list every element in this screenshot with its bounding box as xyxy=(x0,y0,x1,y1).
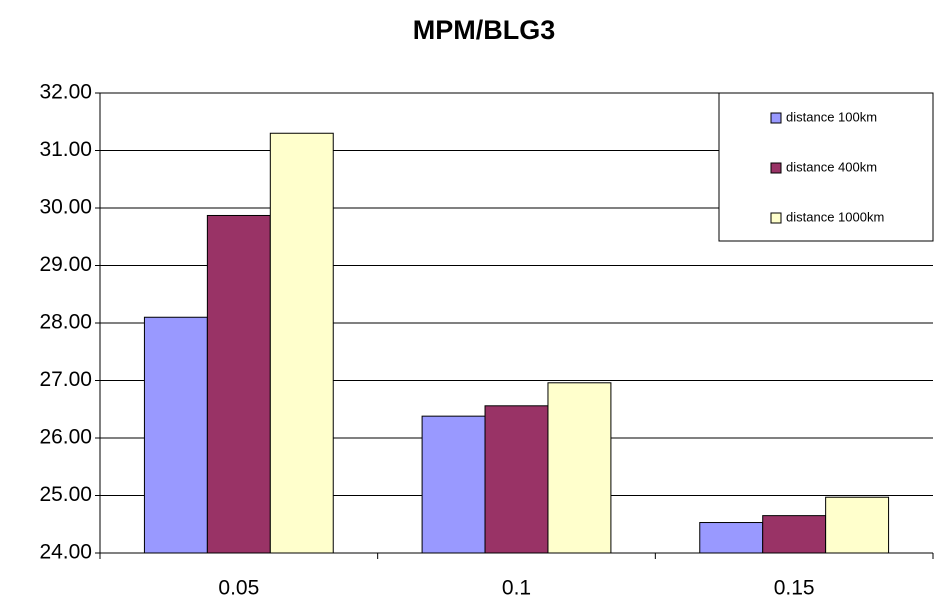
bar xyxy=(547,382,612,554)
y-tick-label: 29.00 xyxy=(39,253,92,276)
y-tick-label: 32.00 xyxy=(39,81,92,104)
x-tick-label: 0.05 xyxy=(218,577,259,600)
bar xyxy=(484,405,549,554)
y-tick-label: 24.00 xyxy=(39,541,92,564)
bar xyxy=(762,515,827,554)
legend-label: distance 400km xyxy=(786,159,877,174)
x-tick-label: 0.1 xyxy=(502,577,531,600)
bar xyxy=(699,522,764,554)
legend-swatch xyxy=(770,212,782,224)
bar xyxy=(825,496,890,554)
bar xyxy=(143,316,208,554)
y-tick-label: 26.00 xyxy=(39,426,92,449)
y-tick-label: 30.00 xyxy=(39,196,92,219)
legend-swatch xyxy=(770,162,782,174)
x-tick-label: 0.15 xyxy=(774,577,815,600)
bar xyxy=(206,214,271,554)
y-tick-label: 28.00 xyxy=(39,311,92,334)
y-tick-label: 27.00 xyxy=(39,368,92,391)
y-tick-label: 25.00 xyxy=(39,483,92,506)
legend-label: distance 1000km xyxy=(786,209,884,224)
y-tick-label: 31.00 xyxy=(39,138,92,161)
legend-swatch xyxy=(770,112,782,124)
legend-box xyxy=(718,92,934,242)
legend-label: distance 100km xyxy=(786,109,877,124)
bar xyxy=(421,415,486,554)
bar xyxy=(269,132,334,554)
chart-title: MPM/BLG3 xyxy=(413,15,556,45)
